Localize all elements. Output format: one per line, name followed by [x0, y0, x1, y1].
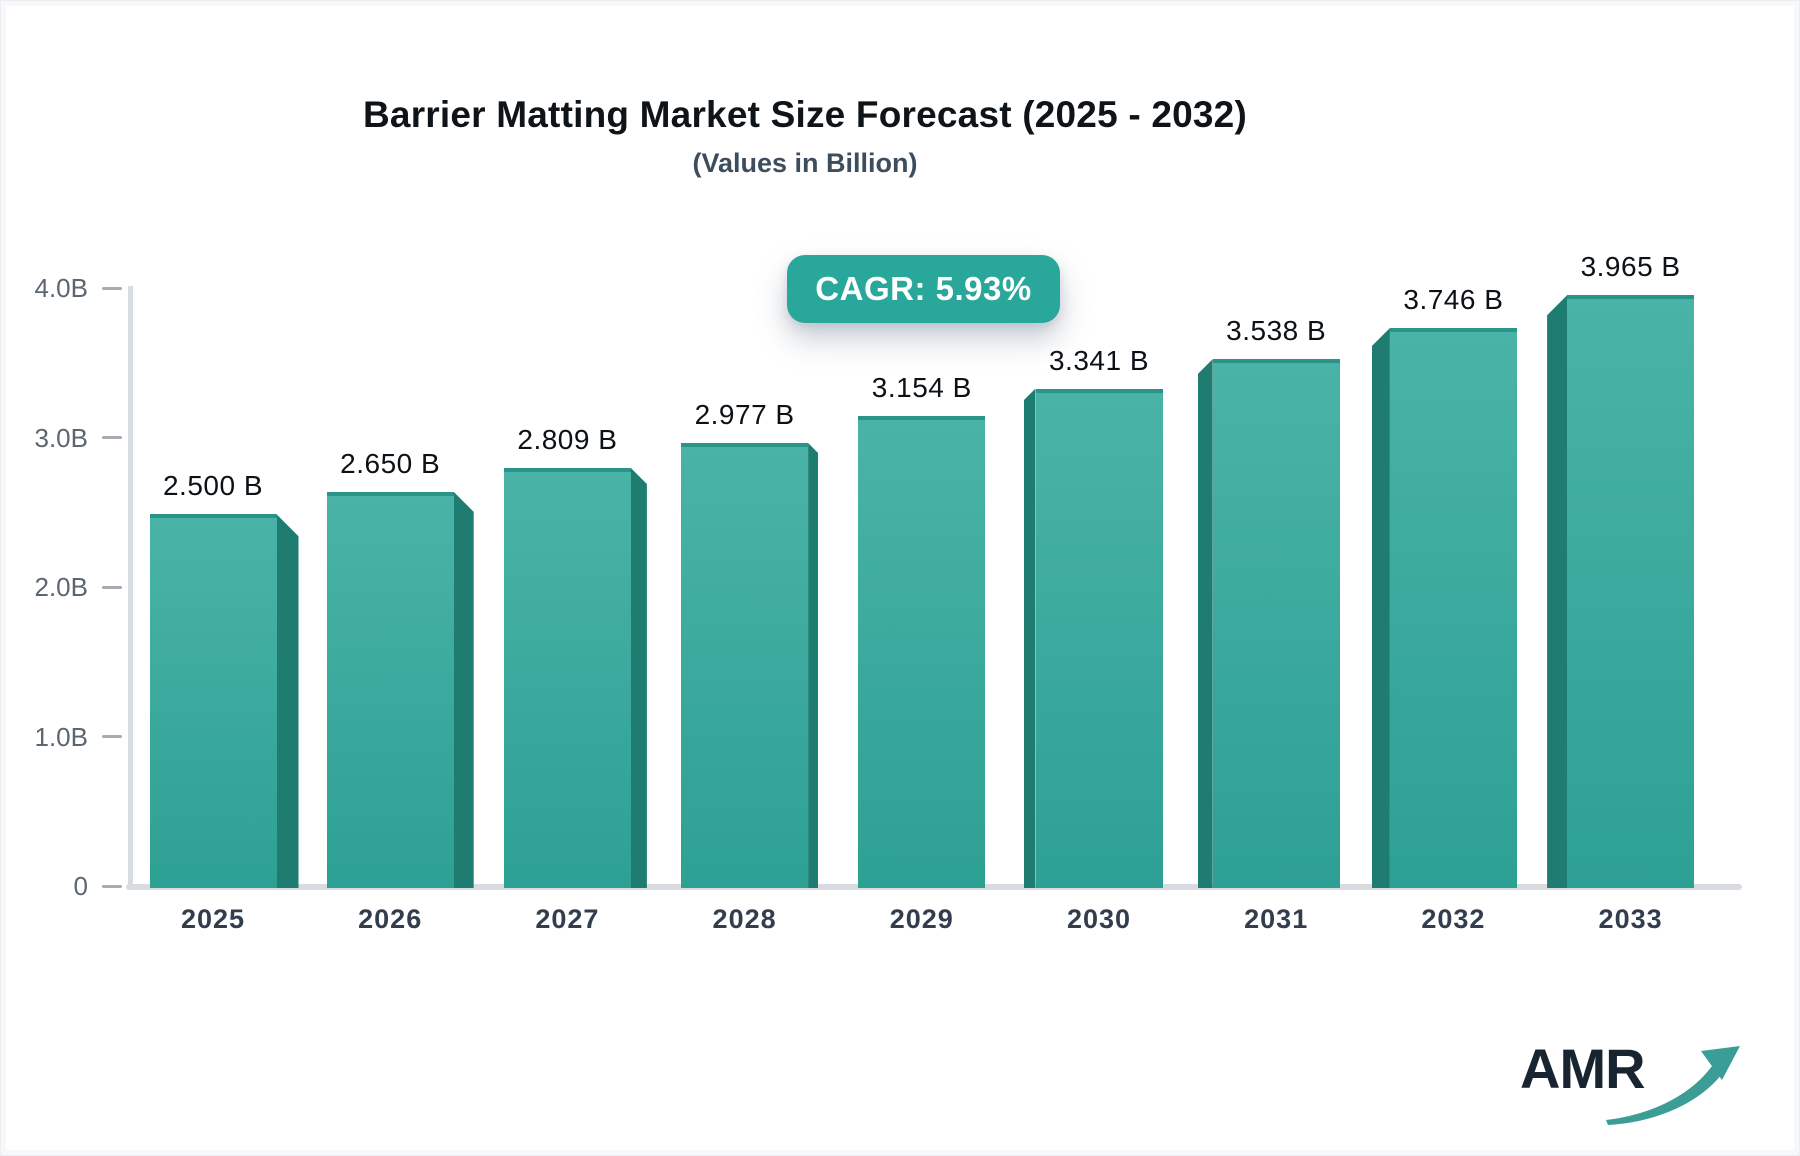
y-tick-dash — [102, 436, 122, 439]
y-tick-label-3.0B: 3.0B — [34, 422, 89, 453]
bar-side-2028 — [808, 442, 819, 888]
logo-text: AMR — [1520, 1037, 1646, 1100]
bar-side-2031 — [1197, 359, 1213, 888]
bar-side-2027 — [630, 468, 647, 888]
x-tick-label-2032: 2032 — [1421, 904, 1486, 934]
x-tick-label-2026: 2026 — [358, 904, 423, 934]
bar-2028 — [681, 442, 809, 888]
x-tick-label-2030: 2030 — [1066, 904, 1132, 934]
bar-2030 — [1035, 388, 1163, 888]
bar-side-2030 — [1023, 388, 1036, 888]
x-tick-label-2025: 2025 — [180, 904, 246, 934]
bar-2025 — [149, 514, 277, 888]
x-tick-label-2029: 2029 — [889, 904, 954, 934]
bar-value-label-2026: 2.650 B — [340, 447, 441, 479]
bar-side-2032 — [1371, 327, 1390, 888]
amr-logo: AMR — [1510, 1030, 1750, 1130]
x-tick-label-2027: 2027 — [535, 904, 600, 934]
bar-side-2025 — [276, 514, 299, 888]
bar-value-label-2031: 3.538 B — [1226, 315, 1327, 347]
y-tick-label-1.0B: 1.0B — [34, 721, 89, 752]
bar-2032 — [1389, 327, 1517, 888]
bar-2031 — [1212, 359, 1340, 888]
y-tick-dash — [102, 286, 122, 290]
y-tick-dash — [102, 735, 122, 738]
y-axis-line — [128, 286, 133, 890]
bar-2033 — [1567, 295, 1695, 888]
chart-title: Barrier Matting Market Size Forecast (20… — [363, 94, 1247, 135]
bar-value-label-2027: 2.809 B — [517, 424, 618, 456]
y-tick-dash — [102, 884, 122, 888]
growth-arrow-icon — [1606, 1046, 1740, 1125]
bar-value-label-2025: 2.500 B — [162, 470, 264, 502]
bar-value-label-2030: 3.341 B — [1048, 344, 1150, 376]
bar-2029 — [858, 416, 986, 888]
bar-value-label-2029: 3.154 B — [871, 372, 972, 404]
bar-2027 — [503, 468, 631, 888]
bar-value-label-2032: 3.746 B — [1403, 283, 1504, 315]
bar-side-2033 — [1547, 295, 1568, 888]
x-tick-label-2033: 2033 — [1598, 904, 1663, 934]
bar-value-label-2033: 3.965 B — [1580, 251, 1681, 283]
y-tick-label-0: 0 — [73, 871, 88, 901]
bar-2026 — [326, 491, 454, 888]
x-tick-label-2028: 2028 — [712, 904, 777, 934]
bar-side-2026 — [453, 491, 474, 888]
cagr-badge: CAGR: 5.93% — [787, 255, 1060, 323]
y-tick-label-4.0B: 4.0B — [34, 273, 89, 303]
y-tick-dash — [102, 585, 122, 589]
bar-value-label-2028: 2.977 B — [694, 398, 795, 430]
y-tick-label-2.0B: 2.0B — [34, 572, 89, 602]
x-tick-label-2031: 2031 — [1244, 904, 1309, 934]
chart-subtitle: (Values in Billion) — [692, 148, 918, 178]
